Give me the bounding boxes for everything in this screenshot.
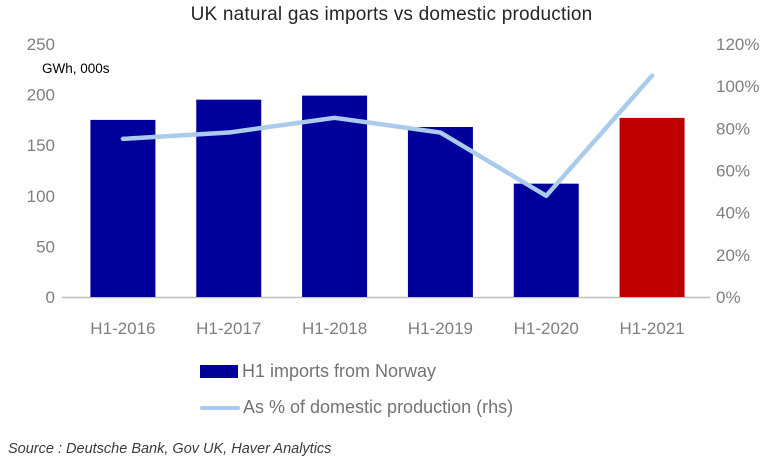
right-axis-tick: 40% xyxy=(716,204,750,223)
legend-item-percent: As % of domestic production (rhs) xyxy=(200,397,513,418)
x-axis-label-H1-2019: H1-2019 xyxy=(408,319,473,338)
right-axis-tick: 80% xyxy=(716,119,750,138)
chart-legend: H1 imports from Norway As % of domestic … xyxy=(200,361,513,418)
x-axis-label-H1-2018: H1-2018 xyxy=(302,319,367,338)
x-axis-label-H1-2017: H1-2017 xyxy=(196,319,261,338)
left-axis-tick: 250 xyxy=(27,35,55,54)
percent-line xyxy=(120,73,655,199)
left-axis-tick: 100 xyxy=(27,187,55,206)
x-axis-label-H1-2016: H1-2016 xyxy=(90,319,155,338)
legend-label-imports: H1 imports from Norway xyxy=(242,361,437,381)
left-axis-tick: 150 xyxy=(27,136,55,155)
right-axis-tick: 60% xyxy=(716,162,750,181)
left-axis-tick: 0 xyxy=(46,288,55,307)
right-axis-tick: 100% xyxy=(716,77,759,96)
chart-canvas: 0 50 100 150 200 250 0% 20% 40% 60% 80% 100% 120% GWh… xyxy=(27,35,760,338)
right-axis-tick: 120% xyxy=(716,35,759,54)
left-axis-tick: 50 xyxy=(36,237,55,256)
bar-H1-2021 xyxy=(619,117,685,297)
legend-label-percent: As % of domestic production (rhs) xyxy=(243,397,514,417)
bar-H1-2018 xyxy=(302,95,368,297)
legend-item-imports: H1 imports from Norway xyxy=(200,361,513,382)
line-series-swatch-icon xyxy=(200,405,240,410)
left-axis-tick: 200 xyxy=(27,86,55,105)
bar-H1-2016 xyxy=(90,119,156,298)
right-axis-tick: 0% xyxy=(716,288,741,307)
bar-H1-2020 xyxy=(513,183,579,297)
bar-series-swatch-icon xyxy=(200,365,238,378)
x-axis-label-H1-2020: H1-2020 xyxy=(514,319,579,338)
x-axis-label-H1-2021: H1-2021 xyxy=(619,319,684,338)
right-axis-tick: 20% xyxy=(716,246,750,265)
source-note: Source : Deutsche Bank, Gov UK, Haver An… xyxy=(8,441,332,457)
chart-title: UK natural gas imports vs domestic produ… xyxy=(190,4,593,25)
bar-H1-2019 xyxy=(407,126,473,297)
left-axis-unit-label: GWh, 000s xyxy=(42,61,110,76)
